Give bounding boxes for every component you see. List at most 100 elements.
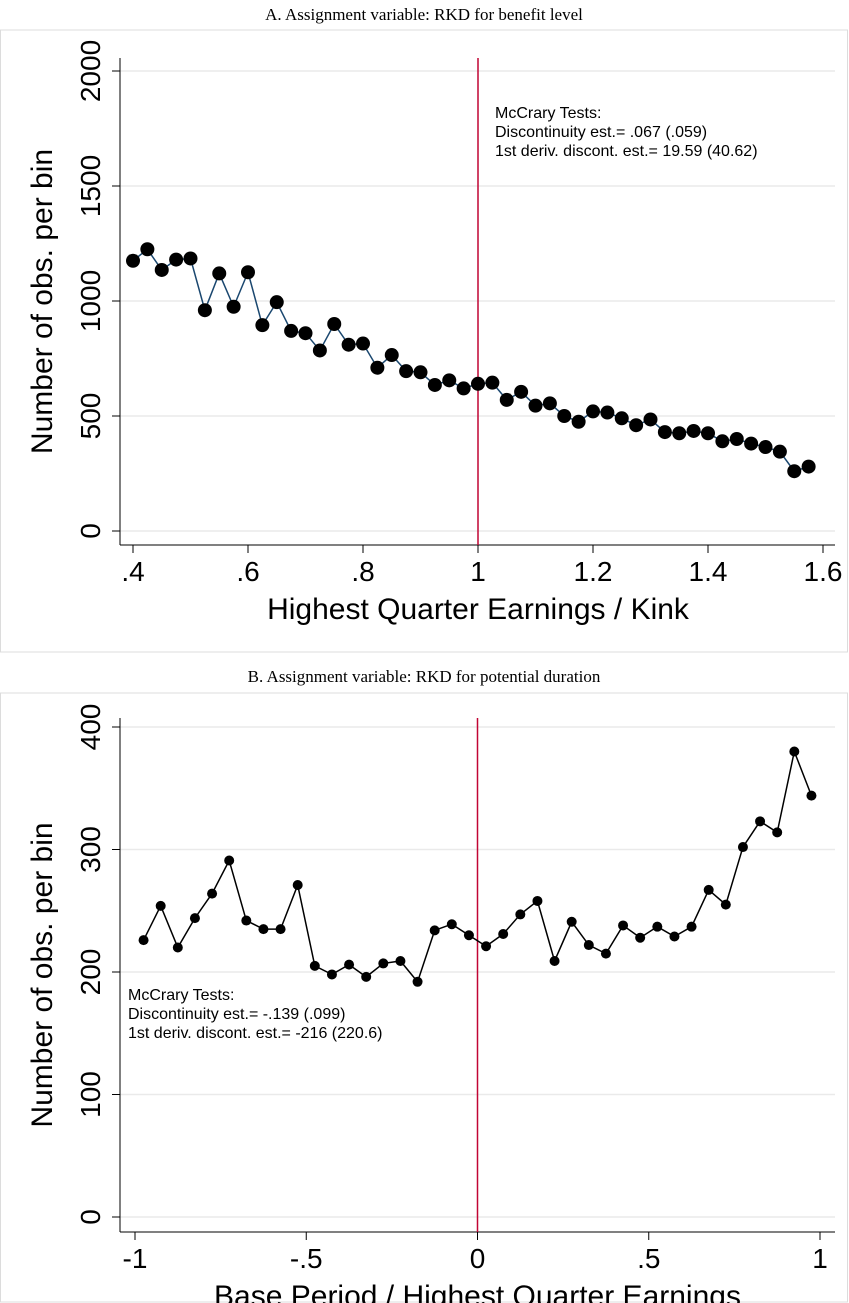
data-point — [618, 920, 629, 931]
y-tick-label: 100 — [75, 1071, 106, 1118]
data-point — [744, 436, 759, 451]
data-point — [629, 418, 644, 433]
data-point — [154, 262, 169, 277]
annotation: Discontinuity est.= .067 (.059) — [495, 124, 707, 141]
data-point — [183, 251, 198, 266]
data-point — [672, 426, 687, 441]
annotation: 1st deriv. discont. est.= -216 (220.6) — [128, 1025, 383, 1042]
data-point — [429, 925, 440, 936]
data-point — [600, 948, 611, 959]
data-point — [481, 941, 492, 952]
data-point — [442, 373, 457, 388]
data-point — [370, 360, 385, 375]
x-tick-label: -1 — [123, 1243, 148, 1274]
x-tick-label: -.5 — [290, 1243, 323, 1274]
data-point — [669, 931, 680, 942]
chart-panel: B. Assignment variable: RKD for potentia… — [0, 667, 848, 1303]
data-point — [241, 265, 255, 280]
x-axis-title: Base Period / Highest Quarter Earnings — [214, 1280, 741, 1303]
y-tick-label: 500 — [75, 393, 106, 440]
data-point — [327, 317, 342, 331]
data-point — [557, 409, 572, 423]
y-tick-label: 200 — [75, 949, 106, 996]
data-point — [549, 955, 560, 966]
x-tick-label: .8 — [351, 556, 374, 587]
y-tick-label: 2000 — [75, 40, 106, 102]
data-point — [703, 884, 714, 895]
data-point — [207, 888, 218, 899]
data-point — [787, 464, 802, 479]
data-point — [269, 295, 284, 310]
data-point — [532, 895, 543, 906]
data-point — [471, 376, 485, 391]
y-tick-label: 0 — [75, 523, 106, 539]
data-point — [499, 392, 514, 407]
data-point — [226, 299, 241, 314]
panel-frame — [0, 692, 848, 1303]
data-point — [686, 423, 701, 438]
annotation: 1st deriv. discont. est.= 19.59 (40.62) — [495, 143, 758, 160]
data-point — [140, 242, 155, 257]
data-point — [715, 434, 730, 449]
annotation: McCrary Tests: — [495, 105, 601, 122]
data-point — [643, 412, 658, 427]
data-point — [772, 444, 787, 459]
data-point — [224, 855, 235, 866]
data-point — [361, 971, 372, 982]
data-point — [212, 266, 227, 281]
y-axis-title: Number of obs. per bin — [26, 149, 59, 454]
y-tick-label: 400 — [75, 704, 106, 751]
data-point — [298, 326, 313, 341]
annotation: Discontinuity est.= -.139 (.099) — [128, 1006, 345, 1023]
data-point — [155, 900, 166, 911]
data-point — [413, 365, 428, 380]
data-point — [197, 303, 212, 318]
data-point — [312, 343, 327, 358]
data-point — [789, 746, 800, 757]
data-point — [341, 337, 356, 352]
data-point — [258, 924, 269, 935]
data-point — [284, 323, 299, 338]
data-point — [657, 425, 672, 440]
data-point — [485, 375, 500, 390]
x-tick-label: 1 — [470, 556, 486, 587]
x-tick-label: .6 — [236, 556, 259, 587]
data-point — [498, 929, 509, 940]
data-point — [542, 396, 557, 411]
data-point — [720, 899, 731, 910]
panel-title: B. Assignment variable: RKD for potentia… — [248, 667, 601, 686]
data-point — [356, 336, 370, 351]
data-point — [126, 253, 140, 268]
data-point — [189, 913, 200, 924]
data-point — [463, 930, 474, 941]
data-point — [446, 919, 457, 930]
x-tick-label: 1.2 — [574, 556, 613, 587]
series-line — [142, 748, 813, 984]
data-point — [384, 348, 399, 363]
x-tick-label: 0 — [470, 1243, 486, 1274]
data-point — [600, 405, 615, 420]
data-point — [326, 969, 337, 980]
data-point — [701, 426, 715, 441]
y-tick-label: 300 — [75, 826, 106, 873]
x-tick-label: 1.4 — [689, 556, 728, 587]
data-point — [686, 921, 697, 932]
data-point — [138, 935, 149, 946]
y-tick-label: 1000 — [75, 270, 106, 332]
data-point — [275, 924, 286, 935]
data-point — [755, 816, 766, 827]
data-point — [344, 959, 355, 970]
x-tick-label: 1.6 — [804, 556, 843, 587]
data-point — [635, 932, 646, 943]
y-tick-label: 1500 — [75, 155, 106, 217]
data-point — [456, 381, 471, 396]
y-tick-label: 0 — [75, 1209, 106, 1225]
data-point — [729, 432, 744, 446]
data-point — [412, 976, 423, 987]
x-tick-label: 1 — [812, 1243, 828, 1274]
data-point — [241, 915, 252, 926]
data-point — [801, 459, 816, 474]
data-point — [614, 411, 629, 426]
